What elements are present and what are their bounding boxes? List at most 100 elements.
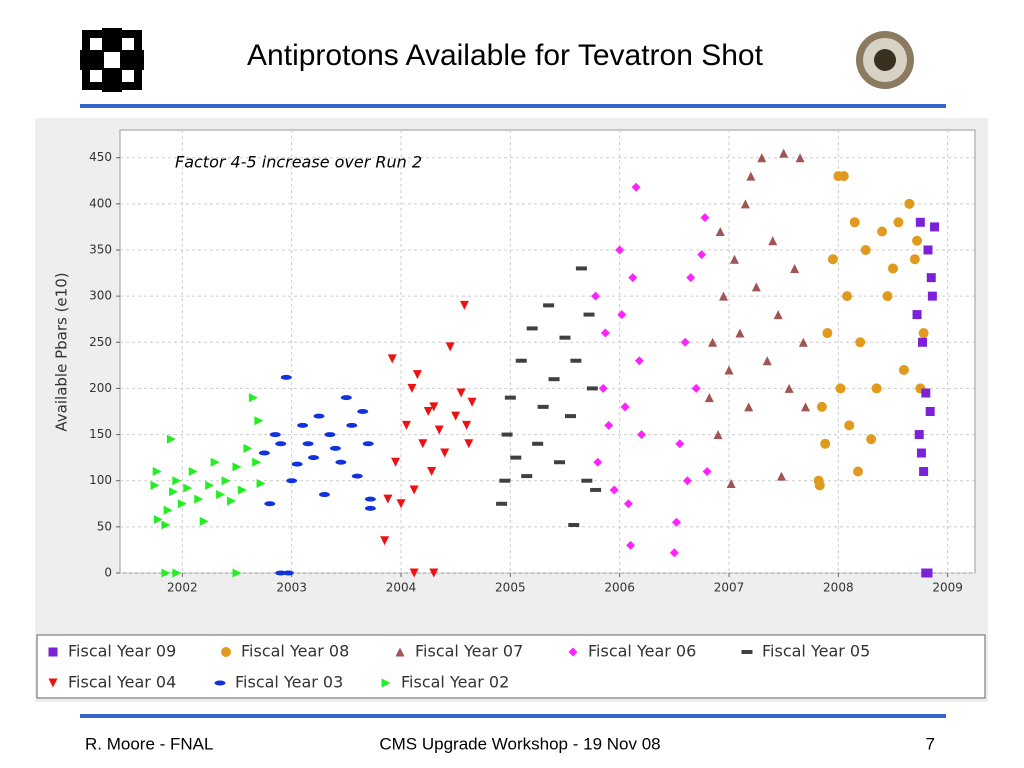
point xyxy=(702,466,712,476)
point xyxy=(757,153,767,163)
point xyxy=(784,383,794,393)
point xyxy=(568,523,580,528)
point xyxy=(916,448,926,458)
point xyxy=(768,236,778,246)
point xyxy=(779,148,789,158)
point xyxy=(827,254,838,265)
point xyxy=(340,395,352,401)
y-tick-label: 400 xyxy=(89,196,112,210)
point xyxy=(169,487,179,497)
point xyxy=(248,393,258,403)
point xyxy=(590,487,602,492)
point xyxy=(205,480,215,490)
point xyxy=(740,199,750,209)
point xyxy=(357,408,369,414)
point xyxy=(776,471,786,481)
point xyxy=(700,213,710,223)
point xyxy=(496,501,508,506)
point xyxy=(163,505,173,515)
point xyxy=(790,263,800,273)
legend-marker xyxy=(381,678,391,688)
y-tick-label: 450 xyxy=(89,150,112,164)
point xyxy=(715,227,725,237)
point xyxy=(762,356,772,366)
point xyxy=(887,263,898,274)
point xyxy=(704,393,714,403)
point xyxy=(626,540,636,550)
legend-label: Fiscal Year 05 xyxy=(762,642,870,661)
point xyxy=(153,514,163,524)
point xyxy=(418,439,428,449)
fermilab-logo xyxy=(80,28,144,92)
point xyxy=(521,474,533,479)
point xyxy=(232,462,242,472)
point xyxy=(631,182,641,192)
point xyxy=(412,370,422,380)
point xyxy=(912,235,923,246)
point xyxy=(434,425,444,435)
point xyxy=(844,420,855,431)
point xyxy=(401,420,411,430)
point xyxy=(216,490,226,500)
legend xyxy=(36,634,986,699)
point xyxy=(423,406,433,416)
point xyxy=(297,422,309,428)
point xyxy=(617,310,627,320)
point xyxy=(882,291,893,302)
point xyxy=(351,473,363,479)
point xyxy=(407,383,417,393)
point xyxy=(227,496,237,506)
point xyxy=(620,402,630,412)
point xyxy=(925,406,935,416)
point xyxy=(258,450,270,456)
y-tick-label: 300 xyxy=(89,289,112,303)
legend-label: Fiscal Year 02 xyxy=(401,673,509,692)
x-tick-label: 2009 xyxy=(932,581,963,595)
point xyxy=(275,441,287,447)
point xyxy=(855,337,866,348)
point xyxy=(183,483,193,493)
point xyxy=(877,226,888,237)
footer-rule xyxy=(80,714,946,718)
point xyxy=(194,494,204,504)
legend-label: Fiscal Year 06 xyxy=(588,642,696,661)
point xyxy=(591,291,601,301)
point xyxy=(570,358,582,363)
point xyxy=(623,499,633,509)
point xyxy=(364,505,376,511)
point xyxy=(199,516,209,526)
point xyxy=(564,414,576,419)
point xyxy=(427,466,437,476)
point xyxy=(909,254,920,265)
point xyxy=(724,365,734,375)
point xyxy=(188,466,198,476)
point xyxy=(586,386,598,391)
point xyxy=(914,430,924,440)
point xyxy=(264,501,276,507)
point xyxy=(362,441,374,447)
point xyxy=(526,326,538,331)
point xyxy=(871,383,882,394)
point xyxy=(751,282,761,292)
point xyxy=(820,438,831,449)
point xyxy=(302,441,314,447)
point xyxy=(918,328,929,339)
point xyxy=(291,461,303,467)
point xyxy=(866,434,877,445)
point xyxy=(380,536,390,546)
point xyxy=(243,443,253,453)
point xyxy=(604,420,614,430)
point xyxy=(609,485,619,495)
point xyxy=(600,328,610,338)
point xyxy=(221,476,231,486)
point xyxy=(464,439,474,449)
point xyxy=(548,377,560,382)
point xyxy=(237,485,247,495)
point xyxy=(451,411,461,421)
point xyxy=(537,404,549,409)
point xyxy=(210,457,220,467)
y-axis-label: Available Pbars (e10) xyxy=(53,272,71,431)
point xyxy=(150,480,160,490)
point xyxy=(904,198,915,209)
